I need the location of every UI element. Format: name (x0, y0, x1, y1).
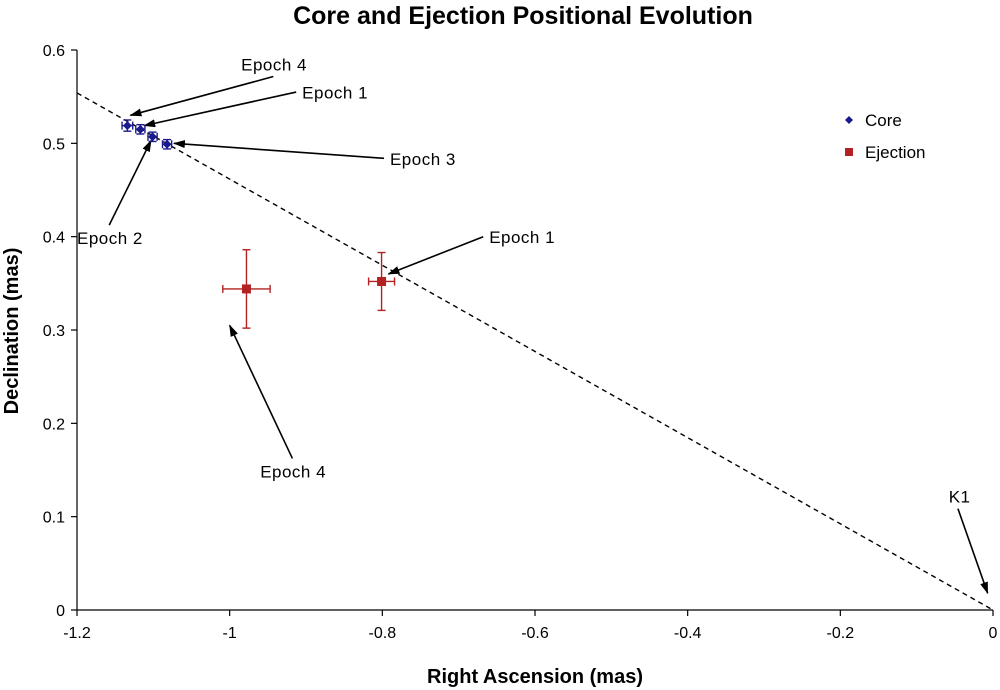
annotation-label: Epoch 4 (241, 56, 307, 75)
x-tick-label: -1.2 (63, 625, 91, 642)
trend-line (76, 92, 994, 611)
core-data-point (135, 124, 145, 134)
annotation-label: Epoch 1 (489, 228, 555, 247)
annotation-label: Epoch 4 (260, 462, 326, 481)
x-tick-label: -0.8 (369, 625, 397, 642)
x-tick-label: -0.2 (827, 625, 855, 642)
core-data-point (122, 121, 132, 131)
annotation-arrow (957, 508, 989, 595)
annotation-arrow (172, 140, 385, 160)
x-tick-label: -0.6 (521, 625, 549, 642)
legend-label: Core (865, 111, 902, 130)
legend-marker-ejection (845, 148, 853, 156)
x-axis-label: Right Ascension (mas) (427, 666, 643, 688)
legend-marker-core (845, 116, 853, 124)
annotation-arrow (228, 324, 294, 459)
legend-label: Ejection (865, 143, 925, 162)
annotation-arrow (129, 75, 274, 117)
core-data-point (148, 132, 158, 142)
y-tick-label: 0.1 (43, 510, 65, 527)
y-tick-label: 0 (56, 603, 65, 620)
annotation-label: Epoch 1 (302, 84, 368, 103)
y-tick-label: 0.5 (43, 136, 65, 153)
y-tick-label: 0.4 (43, 230, 65, 247)
x-tick-label: -1 (223, 625, 237, 642)
y-tick-label: 0.3 (43, 323, 65, 340)
annotation-label: K1 (949, 488, 971, 507)
annotation-arrow (108, 139, 152, 226)
annotation-label: Epoch 2 (77, 229, 143, 248)
legend: Core Ejection (845, 111, 925, 162)
annotation-arrow (143, 91, 297, 128)
y-axis-label: Declination (mas) (1, 248, 23, 415)
x-tick-label: 0 (989, 625, 998, 642)
chart-title: Core and Ejection Positional Evolution (293, 2, 753, 30)
plot-area: 0 0.1 0.2 0.3 0.4 0.5 0.6 -1.2 -1 -0.8 -0.6 -0.4 -0.… (43, 43, 998, 642)
y-tick-label: 0.2 (43, 416, 65, 433)
annotation-arrow (387, 235, 484, 275)
ejection-data-point (377, 276, 387, 286)
x-tick-label: -0.4 (674, 625, 702, 642)
annotation-label: Epoch 3 (390, 150, 456, 169)
y-tick-label: 0.6 (43, 43, 65, 60)
ejection-data-point (241, 284, 251, 294)
core-data-point (162, 139, 172, 149)
